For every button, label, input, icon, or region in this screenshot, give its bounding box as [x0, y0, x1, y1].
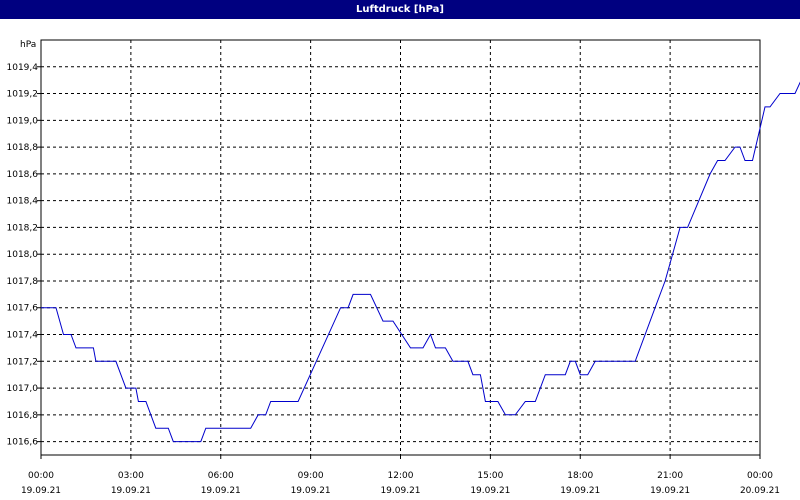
x-tick-date-label: 20.09.21: [740, 486, 780, 496]
x-tick-time-label: 00:00: [28, 471, 54, 481]
x-tick-date-label: 19.09.21: [560, 486, 600, 496]
y-tick-label: 1018,2: [7, 223, 39, 233]
x-tick-time-label: 03:00: [118, 471, 144, 481]
pressure-chart: 1016,6 1016,8 1017,0 1017,2 1017,4 1017,6 1017…: [7, 39, 800, 496]
y-tick-label: 1019,0: [7, 116, 39, 126]
x-tick-time-label: 15:00: [477, 471, 503, 481]
y-tick-label: 1018,6: [7, 170, 39, 180]
y-axis-unit-label: hPa: [20, 40, 36, 50]
x-tick-date-label: 19.09.21: [380, 486, 420, 496]
y-tick-label: 1016,8: [7, 411, 39, 421]
x-tick-date-label: 19.09.21: [111, 486, 151, 496]
x-tick-time-label: 00:00: [747, 471, 773, 481]
y-tick-label: 1017,2: [7, 357, 39, 367]
y-tick-label: 1019,2: [7, 90, 39, 100]
x-tick-date-label: 19.09.21: [470, 486, 510, 496]
y-tick-label: 1018,8: [7, 143, 39, 153]
x-tick-date-label: 19.09.21: [201, 486, 241, 496]
y-tick-label: 1018,0: [7, 250, 39, 260]
x-tick-date-label: 19.09.21: [291, 486, 331, 496]
x-tick-time-label: 18:00: [567, 471, 593, 481]
y-tick-label: 1017,6: [7, 304, 39, 314]
series-line-pressure: [41, 81, 800, 443]
x-axis-ticks: 00:00 19.09.21 03:00 19.09.21 06:00 19.09.21 0…: [21, 455, 780, 496]
y-tick-label: 1019,4: [7, 63, 39, 73]
y-tick-label: 1016,6: [7, 438, 39, 448]
x-tick-time-label: 12:00: [388, 471, 414, 481]
y-tick-label: 1017,8: [7, 277, 39, 287]
x-tick-time-label: 09:00: [298, 471, 324, 481]
y-tick-label: 1017,4: [7, 331, 39, 341]
x-tick-time-label: 21:00: [657, 471, 683, 481]
chart-title: Luftdruck [hPa]: [0, 0, 800, 19]
y-tick-label: 1017,0: [7, 384, 39, 394]
x-tick-date-label: 19.09.21: [21, 486, 61, 496]
x-tick-date-label: 19.09.21: [650, 486, 690, 496]
y-axis-ticks: 1016,6 1016,8 1017,0 1017,2 1017,4 1017,6 1017…: [7, 63, 41, 448]
plot-area: [40, 39, 761, 456]
y-tick-label: 1018,4: [7, 197, 39, 207]
x-tick-time-label: 06:00: [208, 471, 234, 481]
